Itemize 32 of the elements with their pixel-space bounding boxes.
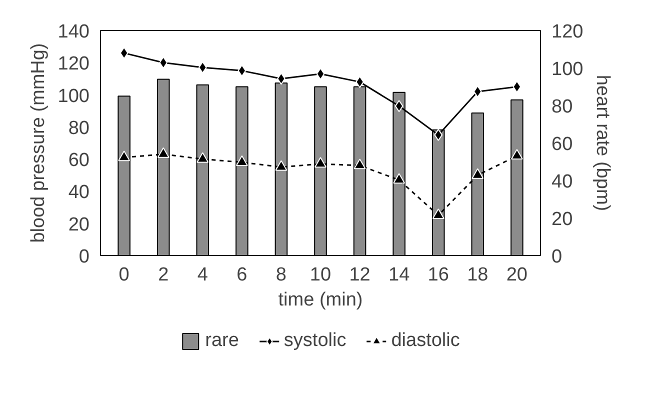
y-tick-label: 0 — [78, 246, 90, 268]
y-tick-label: 80 — [68, 118, 90, 139]
x-tick-label: 16 — [428, 264, 449, 286]
x-tick-label: 8 — [276, 264, 287, 286]
y-tick-label: 140 — [58, 22, 90, 42]
y2-tick-label: 0 — [552, 246, 562, 268]
y2-tick-label: 100 — [552, 59, 584, 80]
x-tick-label: 18 — [467, 264, 488, 286]
x-tick-label: 12 — [349, 264, 370, 286]
y-tick-label: 20 — [68, 214, 90, 236]
y-tick-label: 100 — [58, 86, 90, 107]
y2-tick-label: 60 — [552, 134, 573, 155]
legend-label: diastolic — [391, 330, 460, 352]
y-tick-label: 60 — [68, 150, 90, 172]
y-tick-label: 40 — [68, 182, 90, 204]
y2-tick-label: 120 — [552, 22, 584, 42]
y2-tick-label: 40 — [552, 172, 573, 192]
x-tick-label: 0 — [118, 264, 130, 286]
x-tick-label: 2 — [158, 264, 169, 286]
x-tick-label: 4 — [197, 264, 208, 286]
y-tick-label: 120 — [58, 54, 90, 75]
y2-tick-label: 20 — [552, 209, 573, 230]
y2-axis-title: heart rate (bpm) — [592, 74, 614, 212]
x-tick-label: 6 — [236, 264, 248, 286]
legend-label: systolic — [284, 330, 346, 352]
y-axis-title: blood pressure (mmHg) — [28, 43, 49, 243]
y2-tick-label: 80 — [552, 96, 573, 118]
legend-label: rare — [205, 330, 239, 352]
x-tick-label: 14 — [388, 264, 410, 286]
x-tick-label: 10 — [310, 264, 332, 286]
x-tick-label: 20 — [506, 264, 528, 286]
x-axis-title: time (min) — [278, 290, 363, 310]
